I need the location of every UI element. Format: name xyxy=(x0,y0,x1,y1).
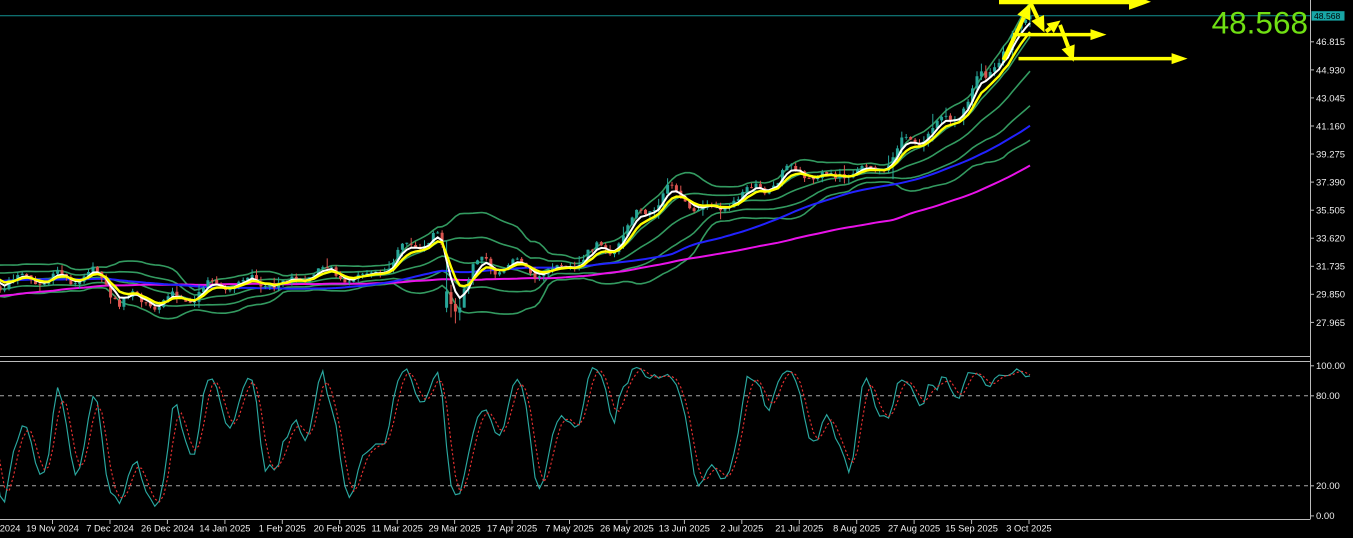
svg-text:0.00: 0.00 xyxy=(1316,511,1335,522)
svg-text:1 Feb 2025: 1 Feb 2025 xyxy=(259,524,306,534)
svg-text:3 Oct 2025: 3 Oct 2025 xyxy=(1006,524,1051,534)
svg-text:17 Apr 2025: 17 Apr 2025 xyxy=(487,524,537,534)
svg-text:14 Jan 2025: 14 Jan 2025 xyxy=(199,524,250,534)
svg-text:21 Jul 2025: 21 Jul 2025 xyxy=(775,524,823,534)
svg-text:31.735: 31.735 xyxy=(1316,262,1345,273)
svg-text:29 Mar 2025: 29 Mar 2025 xyxy=(428,524,480,534)
svg-text:35.505: 35.505 xyxy=(1316,206,1345,217)
svg-text:80.00: 80.00 xyxy=(1316,391,1340,402)
svg-text:43.045: 43.045 xyxy=(1316,93,1345,104)
svg-text:7 May 2025: 7 May 2025 xyxy=(545,524,594,534)
svg-text:26 Dec 2024: 26 Dec 2024 xyxy=(141,524,194,534)
svg-text:29.850: 29.850 xyxy=(1316,290,1345,301)
svg-text:100.00: 100.00 xyxy=(1316,361,1345,372)
svg-text:8 Aug 2025: 8 Aug 2025 xyxy=(833,524,880,534)
svg-text:46.815: 46.815 xyxy=(1316,37,1345,48)
svg-text:7 Dec 2024: 7 Dec 2024 xyxy=(86,524,134,534)
svg-text:33.620: 33.620 xyxy=(1316,234,1345,245)
svg-text:13 Jun 2025: 13 Jun 2025 xyxy=(659,524,710,534)
svg-text:39.275: 39.275 xyxy=(1316,149,1345,160)
svg-text:31 Oct 2024: 31 Oct 2024 xyxy=(0,524,20,534)
svg-text:27.965: 27.965 xyxy=(1316,318,1345,329)
svg-text:44.930: 44.930 xyxy=(1316,65,1345,76)
svg-text:41.160: 41.160 xyxy=(1316,121,1345,132)
svg-text:2 Jul 2025: 2 Jul 2025 xyxy=(720,524,763,534)
svg-text:15 Sep 2025: 15 Sep 2025 xyxy=(945,524,998,534)
svg-text:26 May 2025: 26 May 2025 xyxy=(600,524,654,534)
svg-text:20.00: 20.00 xyxy=(1316,481,1340,492)
svg-text:48.568: 48.568 xyxy=(1212,5,1308,41)
svg-text:20 Feb 2025: 20 Feb 2025 xyxy=(314,524,366,534)
svg-text:19 Nov 2024: 19 Nov 2024 xyxy=(26,524,79,534)
svg-text:48.568: 48.568 xyxy=(1314,11,1341,21)
svg-text:27 Aug 2025: 27 Aug 2025 xyxy=(888,524,940,534)
svg-text:11 Mar 2025: 11 Mar 2025 xyxy=(371,524,423,534)
svg-text:37.390: 37.390 xyxy=(1316,178,1345,189)
